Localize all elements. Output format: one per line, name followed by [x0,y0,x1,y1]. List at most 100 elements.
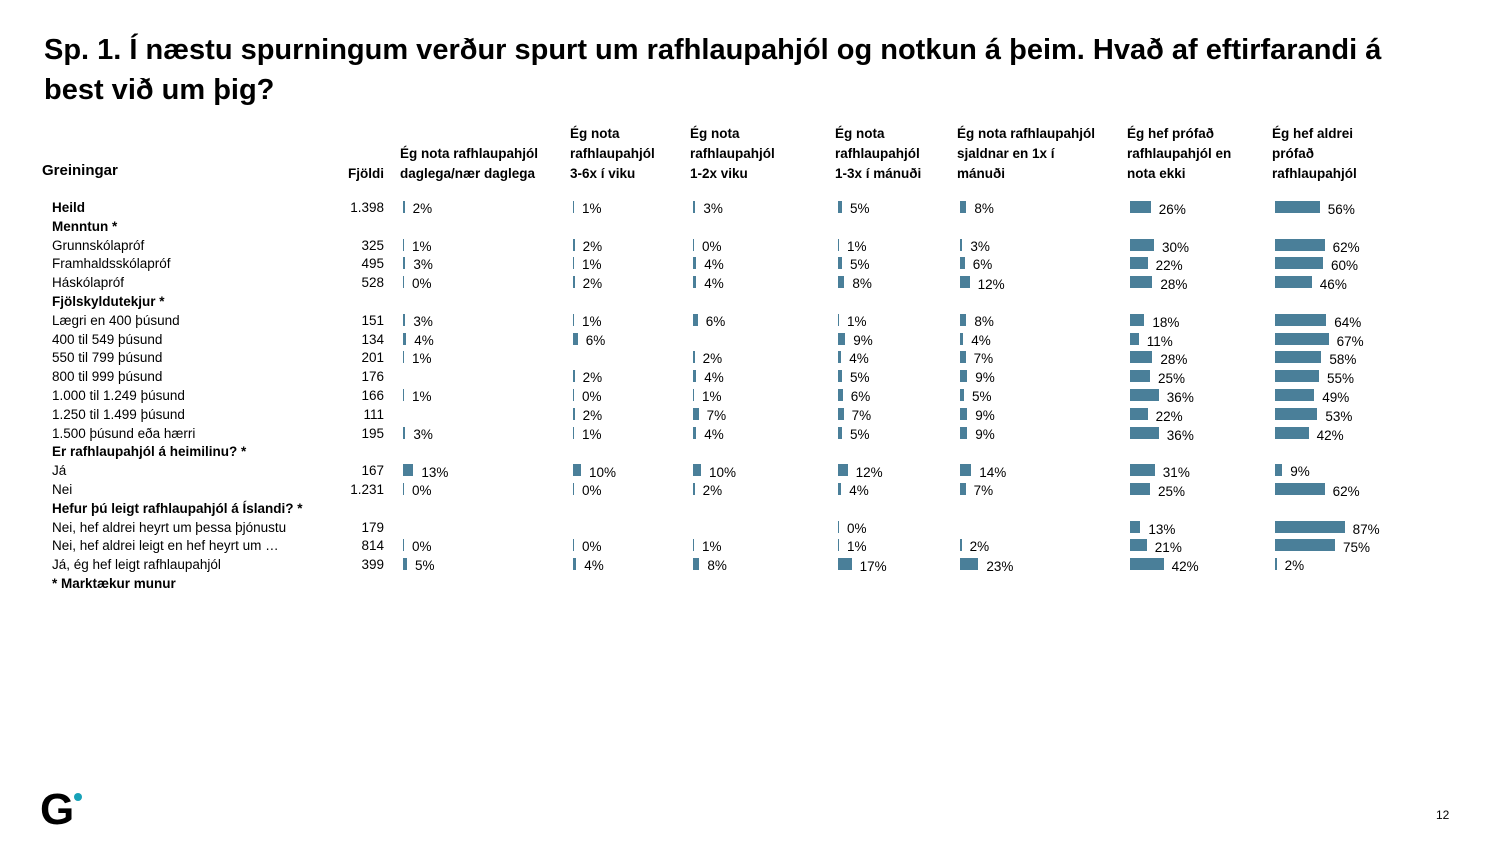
column-header-greiningar: Greiningar [42,162,118,179]
data-label: 1% [702,539,722,555]
bar-7 [1275,426,1309,439]
bar-1 [403,389,404,401]
row-count: 528 [361,275,384,291]
bar-5 [960,426,968,439]
bar-5 [960,483,966,495]
column-header-fjoldi: Fjöldi [348,166,384,181]
bar-6 [1130,426,1159,439]
table-row: 1.250 til 1.499 þúsund 111 [0,405,1500,424]
row-label: 400 til 549 þúsund [52,331,163,347]
bar-7 [1275,370,1319,383]
data-label: 2% [969,539,990,555]
bar-5 [960,407,968,420]
row-label: Fjölskyldutekjur * [52,294,165,309]
data-label: 0% [847,520,867,536]
bar-3 [693,389,694,401]
data-label: 5% [850,426,870,442]
bar-2 [573,464,581,477]
data-label: 22% [1155,408,1183,424]
data-label: 1% [412,389,432,404]
row-count: 111 [363,406,384,422]
bar-2 [573,201,574,213]
data-label: 8% [974,313,994,329]
bar-7 [1275,558,1277,571]
data-label: 67% [1336,333,1364,349]
data-label: 13% [421,465,449,481]
data-label: 10% [709,465,737,481]
data-label: 46% [1319,277,1347,293]
table-row: Heild 1.398 [0,198,1500,217]
data-label: 22% [1155,258,1183,274]
bar-2 [573,238,575,251]
bar-5 [960,332,964,345]
bar-7 [1275,464,1283,477]
table-row: 1.000 til 1.249 þúsund 166 [0,386,1500,405]
data-label: 9% [853,332,873,348]
row-label: 550 til 799 þúsund [52,350,163,366]
data-label: 17% [859,559,887,575]
bar-3 [693,370,697,383]
row-count: 1.398 [350,200,384,215]
row-label: Nei [52,482,73,497]
table-row: Er rafhlaupahjól á heimilinu? * [0,442,1500,461]
bar-7 [1275,351,1322,364]
bar-3 [693,464,701,477]
row-label: * Marktækur munur [52,576,176,591]
data-label: 30% [1162,239,1190,255]
page-number: 12 [1436,808,1450,822]
table-row: Menntun * [0,217,1500,236]
row-label: Háskólapróf [52,275,125,291]
bar-1 [403,483,404,495]
row-count: 495 [361,256,384,272]
bar-2 [573,332,578,345]
data-label: 1% [582,313,602,329]
data-label: 13% [1148,521,1176,537]
row-label: 1.500 þúsund eða hærri [52,425,196,441]
data-label: 2% [582,370,603,386]
data-label: 2% [582,407,603,423]
row-label: 1.250 til 1.499 þúsund [52,406,185,422]
bar-5 [960,238,963,251]
bar-3 [693,426,697,439]
table-row: Nei, hef aldrei heyrt um þessa þjónustu 1… [0,518,1500,537]
bar-6 [1130,332,1139,345]
row-count: 201 [361,350,384,366]
data-label: 6% [972,257,993,273]
row-count: 166 [361,388,384,403]
bar-5 [960,201,967,213]
data-label: 31% [1162,465,1190,481]
bar-6 [1130,276,1153,289]
data-label: 1% [847,313,867,329]
data-label: 1% [847,238,867,254]
bar-1 [403,238,404,251]
series-header-7: Ég hef aldrei prófað rafhlaupahjól [1272,126,1357,181]
bar-3 [693,558,700,571]
bar-6 [1130,238,1154,251]
bar-2 [573,370,575,383]
data-label: 62% [1332,239,1360,255]
data-label: 56% [1327,202,1355,217]
bar-6 [1130,201,1151,213]
bar-6 [1130,389,1159,401]
data-label: 25% [1158,484,1186,499]
data-label: 5% [850,201,870,216]
data-label: 7% [706,407,727,423]
bar-4 [838,238,839,251]
bar-1 [403,464,414,477]
row-label: Framhaldsskólapróf [52,256,171,272]
bar-5 [960,351,966,364]
bar-5 [960,389,964,401]
bar-7 [1275,483,1325,495]
bar-4 [838,257,842,270]
bar-2 [573,407,575,420]
data-label: 62% [1332,484,1360,499]
bar-7 [1275,539,1335,552]
bar-4 [838,370,842,383]
row-label: Menntun * [52,218,118,234]
table-row: Hefur þú leigt rafhlaupahjól á Íslandi? … [0,499,1500,518]
data-label: 10% [589,465,617,481]
table-row: Lægri en 400 þúsund 151 [0,311,1500,330]
table-row: 550 til 799 þúsund 201 [0,348,1500,367]
bar-2 [573,389,574,401]
data-label: 1% [702,389,722,404]
